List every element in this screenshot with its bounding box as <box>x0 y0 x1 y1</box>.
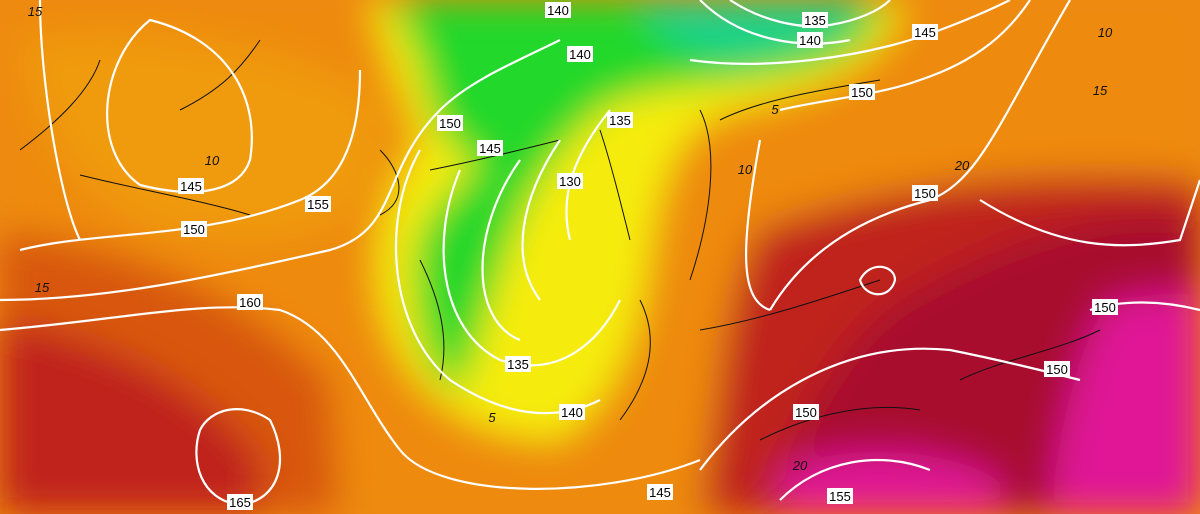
temperature-label: 20 <box>792 458 808 473</box>
temperature-label: 10 <box>205 153 220 168</box>
svg-text:155: 155 <box>307 197 329 212</box>
svg-text:150: 150 <box>795 405 817 420</box>
height-label: 140 <box>559 404 585 420</box>
svg-text:135: 135 <box>609 113 631 128</box>
svg-text:145: 145 <box>180 179 202 194</box>
height-label: 145 <box>912 24 938 40</box>
svg-text:160: 160 <box>239 295 261 310</box>
height-label: 145 <box>647 484 673 500</box>
height-label: 150 <box>1044 361 1070 377</box>
height-label: 135 <box>505 356 531 372</box>
svg-text:150: 150 <box>1046 362 1068 377</box>
temperature-label: 15 <box>28 4 43 19</box>
temperature-label: 15 <box>35 280 50 295</box>
svg-text:145: 145 <box>914 25 936 40</box>
height-label: 135 <box>607 112 633 128</box>
temperature-label: 5 <box>771 102 779 117</box>
svg-text:165: 165 <box>229 495 251 510</box>
height-label: 150 <box>912 185 938 201</box>
height-labels: 1401401351401451501451351301501451501551… <box>178 2 1118 510</box>
svg-text:140: 140 <box>561 405 583 420</box>
height-label: 140 <box>567 46 593 62</box>
height-label: 145 <box>477 140 503 156</box>
temperature-label: 5 <box>488 410 496 425</box>
height-label: 130 <box>557 173 583 189</box>
height-label: 155 <box>827 488 853 504</box>
svg-text:130: 130 <box>559 174 581 189</box>
svg-text:140: 140 <box>547 3 569 18</box>
height-label: 140 <box>797 32 823 48</box>
height-label: 150 <box>1092 299 1118 315</box>
svg-text:140: 140 <box>799 33 821 48</box>
height-label: 160 <box>237 294 263 310</box>
coastlines <box>19 39 1101 441</box>
height-label: 145 <box>178 178 204 194</box>
svg-text:135: 135 <box>804 13 826 28</box>
height-label: 150 <box>849 84 875 100</box>
svg-text:140: 140 <box>569 47 591 62</box>
temperature-label: 15 <box>1093 83 1108 98</box>
height-label: 150 <box>181 221 207 237</box>
temperature-label: 10 <box>1098 25 1113 40</box>
temperature-label: 20 <box>954 158 970 173</box>
svg-text:150: 150 <box>851 85 873 100</box>
height-label: 150 <box>793 404 819 420</box>
height-label: 140 <box>545 2 571 18</box>
temperature-label: 10 <box>738 162 753 177</box>
svg-text:150: 150 <box>1094 300 1116 315</box>
height-label: 135 <box>802 12 828 28</box>
svg-text:145: 145 <box>479 141 501 156</box>
svg-text:135: 135 <box>507 357 529 372</box>
svg-text:155: 155 <box>829 489 851 504</box>
svg-text:150: 150 <box>914 186 936 201</box>
height-label: 150 <box>437 115 463 131</box>
svg-text:150: 150 <box>439 116 461 131</box>
height-label: 155 <box>305 196 331 212</box>
svg-text:145: 145 <box>649 485 671 500</box>
svg-text:150: 150 <box>183 222 205 237</box>
height-label: 165 <box>227 494 253 510</box>
